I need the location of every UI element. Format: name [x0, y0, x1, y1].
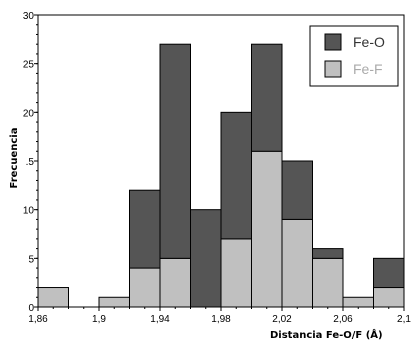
bar-fe-f-10	[342, 296, 374, 308]
legend-label-fe-o: Fe-O	[353, 34, 385, 50]
bar-fe-o-7	[251, 43, 283, 152]
legend-swatch-fe-f	[324, 60, 342, 78]
y-tick-label: 20	[23, 108, 35, 119]
bar-fe-f-11	[373, 287, 405, 308]
y-tick-label: 5	[28, 254, 34, 265]
y-tick-label: 10	[23, 206, 35, 217]
bar-fe-f-3	[129, 267, 161, 308]
bar-fe-o-4	[159, 43, 191, 259]
y-tick-label: 30	[23, 11, 35, 22]
bar-fe-o-8	[281, 160, 313, 220]
bar-fe-f-9	[312, 257, 344, 308]
x-tick-label: 1,94	[150, 314, 170, 325]
legend: Fe-O Fe-F	[309, 25, 399, 87]
x-tick-label: 1,86	[28, 314, 48, 325]
bar-fe-o-11	[373, 257, 405, 289]
bar-fe-f-6	[220, 238, 252, 308]
y-tick-label: 0	[28, 303, 34, 314]
x-tick-label: 2,02	[272, 314, 292, 325]
legend-swatch-fe-o	[324, 33, 342, 51]
x-tick-label: 1,9	[92, 314, 106, 325]
bars-group	[37, 43, 405, 308]
y-tick-label: .5	[26, 157, 35, 168]
x-axis: 1,86 1,9 1,94 1,98 2,02 2,06 2,1	[28, 307, 411, 325]
x-tick-label: 2,1	[397, 314, 411, 325]
y-tick-label: 25	[23, 60, 35, 71]
bar-fe-f-4	[159, 257, 191, 308]
bar-fe-o-5	[190, 209, 222, 308]
bar-fe-o-9	[312, 248, 344, 259]
bar-fe-f-0	[37, 287, 69, 308]
bar-fe-o-3	[129, 189, 161, 269]
legend-label-fe-f: Fe-F	[353, 61, 383, 77]
y-axis: 0 5 10 .5 20 25 30	[23, 11, 38, 314]
bar-fe-f-7	[251, 150, 283, 308]
bar-fe-o-6	[220, 111, 252, 240]
y-axis-title: Frecuencia	[9, 128, 20, 189]
bar-fe-f-2	[98, 296, 130, 308]
x-tick-label: 2,06	[333, 314, 353, 325]
bar-fe-f-8	[281, 218, 313, 308]
x-axis-title: Distancia Fe-O/F (Å)	[270, 328, 383, 341]
x-tick-label: 1,98	[211, 314, 231, 325]
